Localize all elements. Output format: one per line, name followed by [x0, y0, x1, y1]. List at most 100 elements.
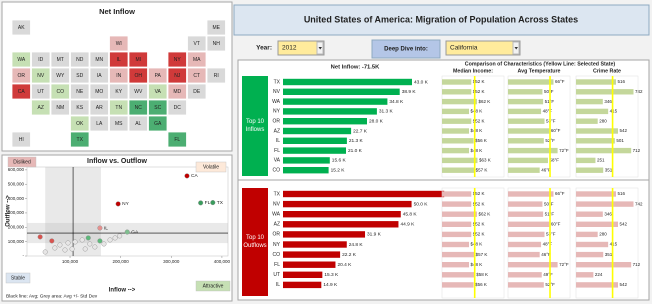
- value-label: 24.8 K: [349, 242, 364, 248]
- state-dropdown-box[interactable]: [445, 40, 521, 56]
- state-label: VT: [194, 41, 200, 47]
- metric-bar: [442, 211, 477, 217]
- chart-note: Black line: Avg; Grey area: Avg +/- Std …: [6, 293, 98, 299]
- metric-bar: [508, 282, 544, 288]
- quadrant-label: Attractive: [203, 284, 224, 290]
- metric-bar: [508, 272, 542, 278]
- metric-label: 415: [610, 109, 618, 114]
- deep-dive-label[interactable]: Deep Dive into:: [384, 47, 428, 53]
- state-tile: [89, 115, 109, 132]
- state-tile: [11, 131, 31, 148]
- metric-bar: [576, 282, 619, 288]
- metric-bar: [576, 167, 604, 173]
- state-dropdown[interactable]: California: [445, 40, 521, 56]
- bar: [283, 167, 329, 174]
- metric-label: 280: [599, 232, 607, 237]
- bar: [283, 147, 346, 154]
- value-label: 15.3 K: [324, 272, 339, 278]
- value-label: 34.8 K: [389, 99, 404, 105]
- value-label: 38.9 K: [402, 89, 417, 95]
- bar: [283, 200, 412, 208]
- quadrant-label-box: [195, 161, 227, 173]
- state-tile: [50, 67, 70, 84]
- metric-bar: [576, 138, 615, 144]
- scatter-point: [65, 240, 71, 246]
- year-dropdown-box[interactable]: [277, 40, 325, 56]
- dropdown-arrow[interactable]: [318, 47, 323, 50]
- deep-dive-button[interactable]: [371, 39, 441, 59]
- metric-label: 53°F: [546, 232, 556, 237]
- state-label: MN: [95, 57, 103, 63]
- metric-label: 351: [605, 167, 613, 172]
- point-label: FL: [205, 200, 211, 206]
- scatter-point: [42, 249, 48, 255]
- value-label: 21.3 K: [349, 138, 364, 144]
- state-label: KS: [76, 105, 83, 111]
- category-label: CO: [273, 252, 281, 258]
- category-label: CO: [273, 168, 281, 174]
- category-label: VA: [274, 158, 281, 164]
- column-header: Median Income:: [453, 68, 493, 74]
- metric-bar: [442, 262, 470, 268]
- state-tile: [167, 67, 187, 84]
- metric-label: 72°F: [559, 262, 569, 267]
- metric-label: 351: [605, 252, 613, 257]
- metric-label: $62 K: [478, 99, 490, 104]
- metric-label: $48 K: [471, 128, 483, 133]
- metric-bar: [442, 108, 470, 115]
- metric-bar: [442, 201, 472, 207]
- category-label: FL: [274, 148, 280, 154]
- metric-bar: [442, 191, 472, 197]
- category-label: AZ: [274, 222, 280, 228]
- x-tick-label: 300,000: [163, 259, 180, 264]
- category-label: FL: [274, 262, 280, 268]
- metric-bar: [576, 191, 616, 197]
- state-tile: [89, 67, 109, 84]
- scatter-title: Inflow vs. Outflow: [87, 158, 147, 165]
- metric-bar: [508, 98, 544, 105]
- metric-bar: [442, 128, 470, 134]
- year-dropdown[interactable]: 2012: [277, 40, 325, 56]
- x-tick-label: 100,000: [62, 259, 79, 264]
- state-label: AL: [135, 121, 141, 127]
- metric-label: $56 K: [475, 282, 487, 287]
- state-tile: [148, 99, 168, 116]
- category-label: IL: [276, 138, 280, 144]
- metric-bar: [508, 157, 548, 164]
- metric-label: $57 K: [476, 252, 488, 257]
- scatter-point: [210, 200, 216, 206]
- value-label: 14.9 K: [323, 282, 338, 288]
- y-tick-label: -: [23, 253, 25, 258]
- state-label: WV: [134, 89, 143, 95]
- metric-label: $63 K: [479, 158, 491, 163]
- scatter-point: [62, 247, 68, 253]
- metric-label: 742: [635, 201, 643, 206]
- metric-label: $52 K: [473, 232, 485, 237]
- value-label: 22.7 K: [353, 128, 368, 134]
- value-label: 15.6 K: [332, 158, 347, 164]
- state-tile: [128, 83, 148, 100]
- metric-label: $58 K: [476, 272, 488, 277]
- state-tile: [187, 35, 207, 52]
- scatter-point: [72, 239, 78, 245]
- scatter-point: [124, 229, 130, 235]
- category-label: NV: [273, 89, 281, 95]
- state-tile: [167, 83, 187, 100]
- value-label: 43.0 K: [414, 79, 429, 85]
- metric-label: 50°F: [544, 201, 554, 206]
- point-label: NY: [122, 201, 129, 207]
- dropdown-arrow[interactable]: [514, 47, 519, 50]
- state-label: NJ: [174, 73, 181, 79]
- state-value[interactable]: California: [450, 45, 478, 52]
- metric-label: 224: [595, 272, 603, 277]
- bar: [283, 98, 388, 105]
- metric-label: 66°F: [555, 191, 565, 196]
- metric-label: $52 K: [473, 118, 485, 123]
- metric-bar: [576, 157, 596, 164]
- state-label: WA: [17, 57, 26, 63]
- year-value[interactable]: 2012: [282, 45, 297, 52]
- metric-label: 712: [633, 262, 641, 267]
- state-label: LA: [96, 121, 103, 127]
- state-label: SD: [76, 73, 83, 79]
